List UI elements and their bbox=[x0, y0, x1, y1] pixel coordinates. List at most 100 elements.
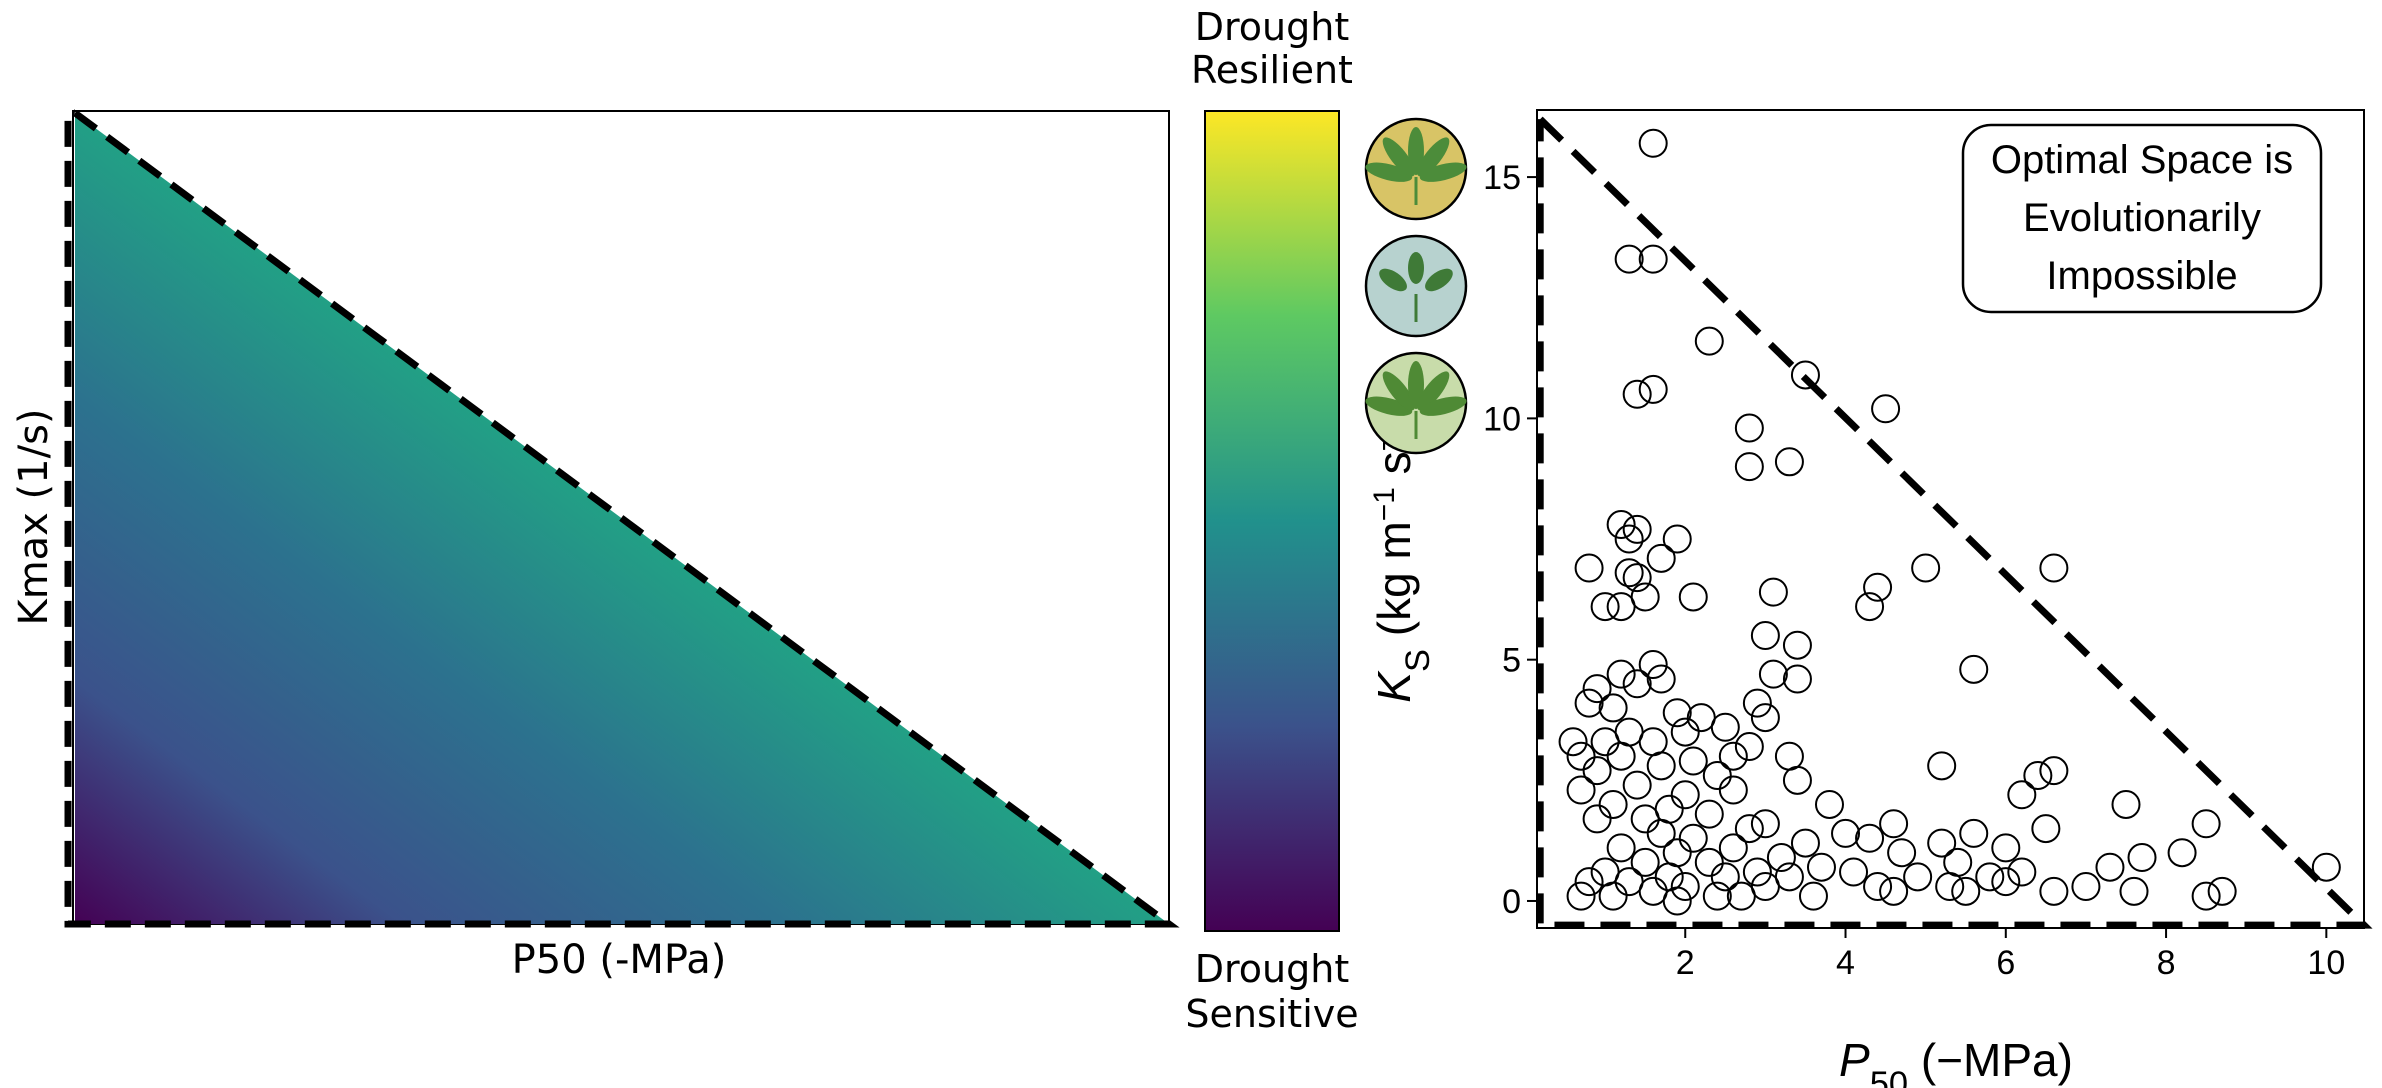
y-tick-label: 0 bbox=[1502, 883, 1521, 921]
data-point bbox=[1558, 727, 1588, 757]
data-point bbox=[1782, 664, 1812, 694]
data-point bbox=[1622, 563, 1652, 593]
data-point bbox=[1638, 128, 1668, 158]
data-point bbox=[1574, 688, 1604, 718]
data-point bbox=[1814, 789, 1844, 819]
data-point bbox=[1662, 524, 1692, 554]
data-point bbox=[1566, 741, 1596, 771]
data-point bbox=[1630, 847, 1660, 877]
data-point bbox=[1710, 862, 1740, 892]
data-point bbox=[1935, 871, 1965, 901]
data-point bbox=[1582, 756, 1612, 786]
data-point bbox=[1614, 524, 1644, 554]
data-point bbox=[2191, 809, 2221, 839]
x-tick-label: 8 bbox=[2157, 944, 2176, 982]
data-point bbox=[1646, 543, 1676, 573]
data-point bbox=[2007, 780, 2037, 810]
data-point bbox=[1798, 881, 1828, 911]
data-point bbox=[1790, 360, 1820, 390]
data-point bbox=[1710, 712, 1740, 742]
data-point bbox=[1734, 732, 1764, 762]
label-part: −1 bbox=[1368, 487, 1401, 521]
data-point bbox=[1782, 765, 1812, 795]
data-point bbox=[1750, 621, 1780, 651]
right-panel: 2 4 6 8 10 0 5 10 15 Optimal Space is Evolutionari… bbox=[1368, 109, 2373, 1088]
data-point bbox=[1911, 553, 1941, 583]
data-point bbox=[2311, 852, 2341, 882]
colorbar-label: Drought bbox=[1195, 5, 1350, 49]
label-part: 50 bbox=[1870, 1065, 1908, 1088]
data-point bbox=[1774, 447, 1804, 477]
data-point bbox=[1638, 876, 1668, 906]
data-point bbox=[1598, 789, 1628, 819]
data-point bbox=[1606, 741, 1636, 771]
data-point bbox=[1734, 413, 1764, 443]
x-tick-label: 4 bbox=[1836, 944, 1855, 982]
data-point bbox=[2023, 760, 2053, 790]
data-point bbox=[1670, 871, 1700, 901]
leaf-icons bbox=[1364, 117, 1468, 455]
data-point bbox=[1582, 804, 1612, 834]
data-point bbox=[1903, 862, 1933, 892]
data-point bbox=[1646, 818, 1676, 848]
data-point bbox=[1622, 514, 1652, 544]
data-point bbox=[2039, 756, 2069, 786]
data-point bbox=[1887, 838, 1917, 868]
leaf bbox=[1417, 137, 1450, 177]
leaf bbox=[1408, 252, 1424, 284]
data-point bbox=[1694, 326, 1724, 356]
data-point bbox=[1614, 244, 1644, 274]
annotation-box bbox=[1961, 123, 2323, 314]
data-point bbox=[1694, 847, 1724, 877]
data-point bbox=[1943, 847, 1973, 877]
data-point bbox=[1670, 780, 1700, 810]
left-panel: P50 (-MPa)Kmax (1/s)DroughtResilientDrou… bbox=[11, 5, 1359, 1036]
x-axis-label: P50 (-MPa) bbox=[512, 937, 727, 983]
data-point bbox=[1951, 876, 1981, 906]
data-point bbox=[2191, 881, 2221, 911]
data-point bbox=[1871, 394, 1901, 424]
data-point bbox=[2127, 843, 2157, 873]
data-point bbox=[1670, 717, 1700, 747]
data-point bbox=[1606, 659, 1636, 689]
data-point bbox=[1927, 828, 1957, 858]
data-point bbox=[2039, 553, 2069, 583]
label-part: S bbox=[1399, 649, 1437, 672]
data-point bbox=[1574, 867, 1604, 897]
data-point bbox=[1718, 833, 1748, 863]
data-point bbox=[2207, 876, 2237, 906]
leaf bbox=[1365, 162, 1413, 182]
x-tick-label: 10 bbox=[2307, 944, 2345, 982]
data-point bbox=[1614, 558, 1644, 588]
data-point bbox=[1638, 727, 1668, 757]
data-point bbox=[1662, 838, 1692, 868]
data-point bbox=[1622, 379, 1652, 409]
annotation-line: Optimal Space is bbox=[1991, 138, 2293, 182]
data-point bbox=[1782, 630, 1812, 660]
label-part: s bbox=[1368, 451, 1420, 487]
data-point bbox=[1839, 857, 1869, 887]
leaf bbox=[1382, 137, 1415, 177]
colorbar-label: Drought bbox=[1195, 947, 1350, 991]
icon-badge bbox=[1364, 234, 1468, 338]
annotation-line: Evolutionarily bbox=[2023, 196, 2261, 240]
data-point bbox=[1863, 572, 1893, 602]
boundary-dashes bbox=[64, 109, 1180, 928]
data-point bbox=[2111, 789, 2141, 819]
data-point bbox=[2119, 876, 2149, 906]
data-point bbox=[1654, 862, 1684, 892]
data-point bbox=[1614, 717, 1644, 747]
data-point bbox=[1686, 703, 1716, 733]
leaf bbox=[1417, 371, 1450, 411]
data-point bbox=[1678, 582, 1708, 612]
leaf bbox=[1419, 162, 1467, 182]
data-point bbox=[1718, 775, 1748, 805]
data-point bbox=[1606, 833, 1636, 863]
data-point bbox=[1598, 693, 1628, 723]
data-point bbox=[1766, 843, 1796, 873]
label-part: P bbox=[1839, 1034, 1870, 1086]
label-part: (−MPa) bbox=[1908, 1034, 2073, 1086]
data-point bbox=[1582, 674, 1612, 704]
data-point bbox=[1734, 814, 1764, 844]
data-point bbox=[1614, 867, 1644, 897]
